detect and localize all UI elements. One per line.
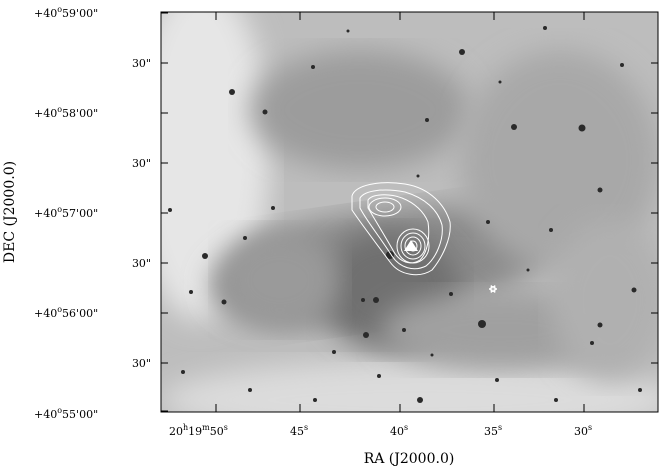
ra-tick-labels: 20h19m50s 45s 40s 35s 30s — [169, 423, 592, 438]
star-field — [168, 26, 642, 403]
ra-tick-label: 40s — [390, 423, 408, 438]
x-axis-title: RA (J2000.0) — [364, 451, 455, 467]
sky-image — [161, 12, 658, 412]
x-axis-ticks — [215, 12, 585, 412]
dec-tick-label: +40o55'00" — [34, 406, 98, 421]
y-axis-ticks — [161, 12, 658, 412]
dec-tick-label: +40o56'00" — [34, 305, 98, 320]
dec-tick-label: 30" — [132, 357, 151, 370]
y-axis-title: DEC (J2000.0) — [2, 161, 18, 263]
dec-tick-label: +40o59'00" — [34, 5, 98, 20]
dec-tick-label: 30" — [132, 157, 151, 170]
dec-tick-label: 30" — [132, 257, 151, 270]
ra-tick-label: 20h19m50s — [169, 423, 228, 438]
ra-tick-label: 35s — [484, 423, 502, 438]
dec-tick-label: 30" — [132, 57, 151, 70]
ra-tick-label: 45s — [290, 423, 308, 438]
star-marker-icon — [489, 285, 497, 293]
radio-contours — [351, 182, 451, 276]
plot-frame — [160, 11, 659, 413]
ra-tick-label: 30s — [574, 423, 592, 438]
triangle-marker-icon — [404, 240, 418, 251]
dec-tick-label: +40o58'00" — [34, 105, 98, 120]
dec-tick-labels: +40o59'00" 30" +40o58'00" 30" +40o57'00"… — [34, 5, 151, 421]
dec-tick-label: +40o57'00" — [34, 205, 98, 220]
